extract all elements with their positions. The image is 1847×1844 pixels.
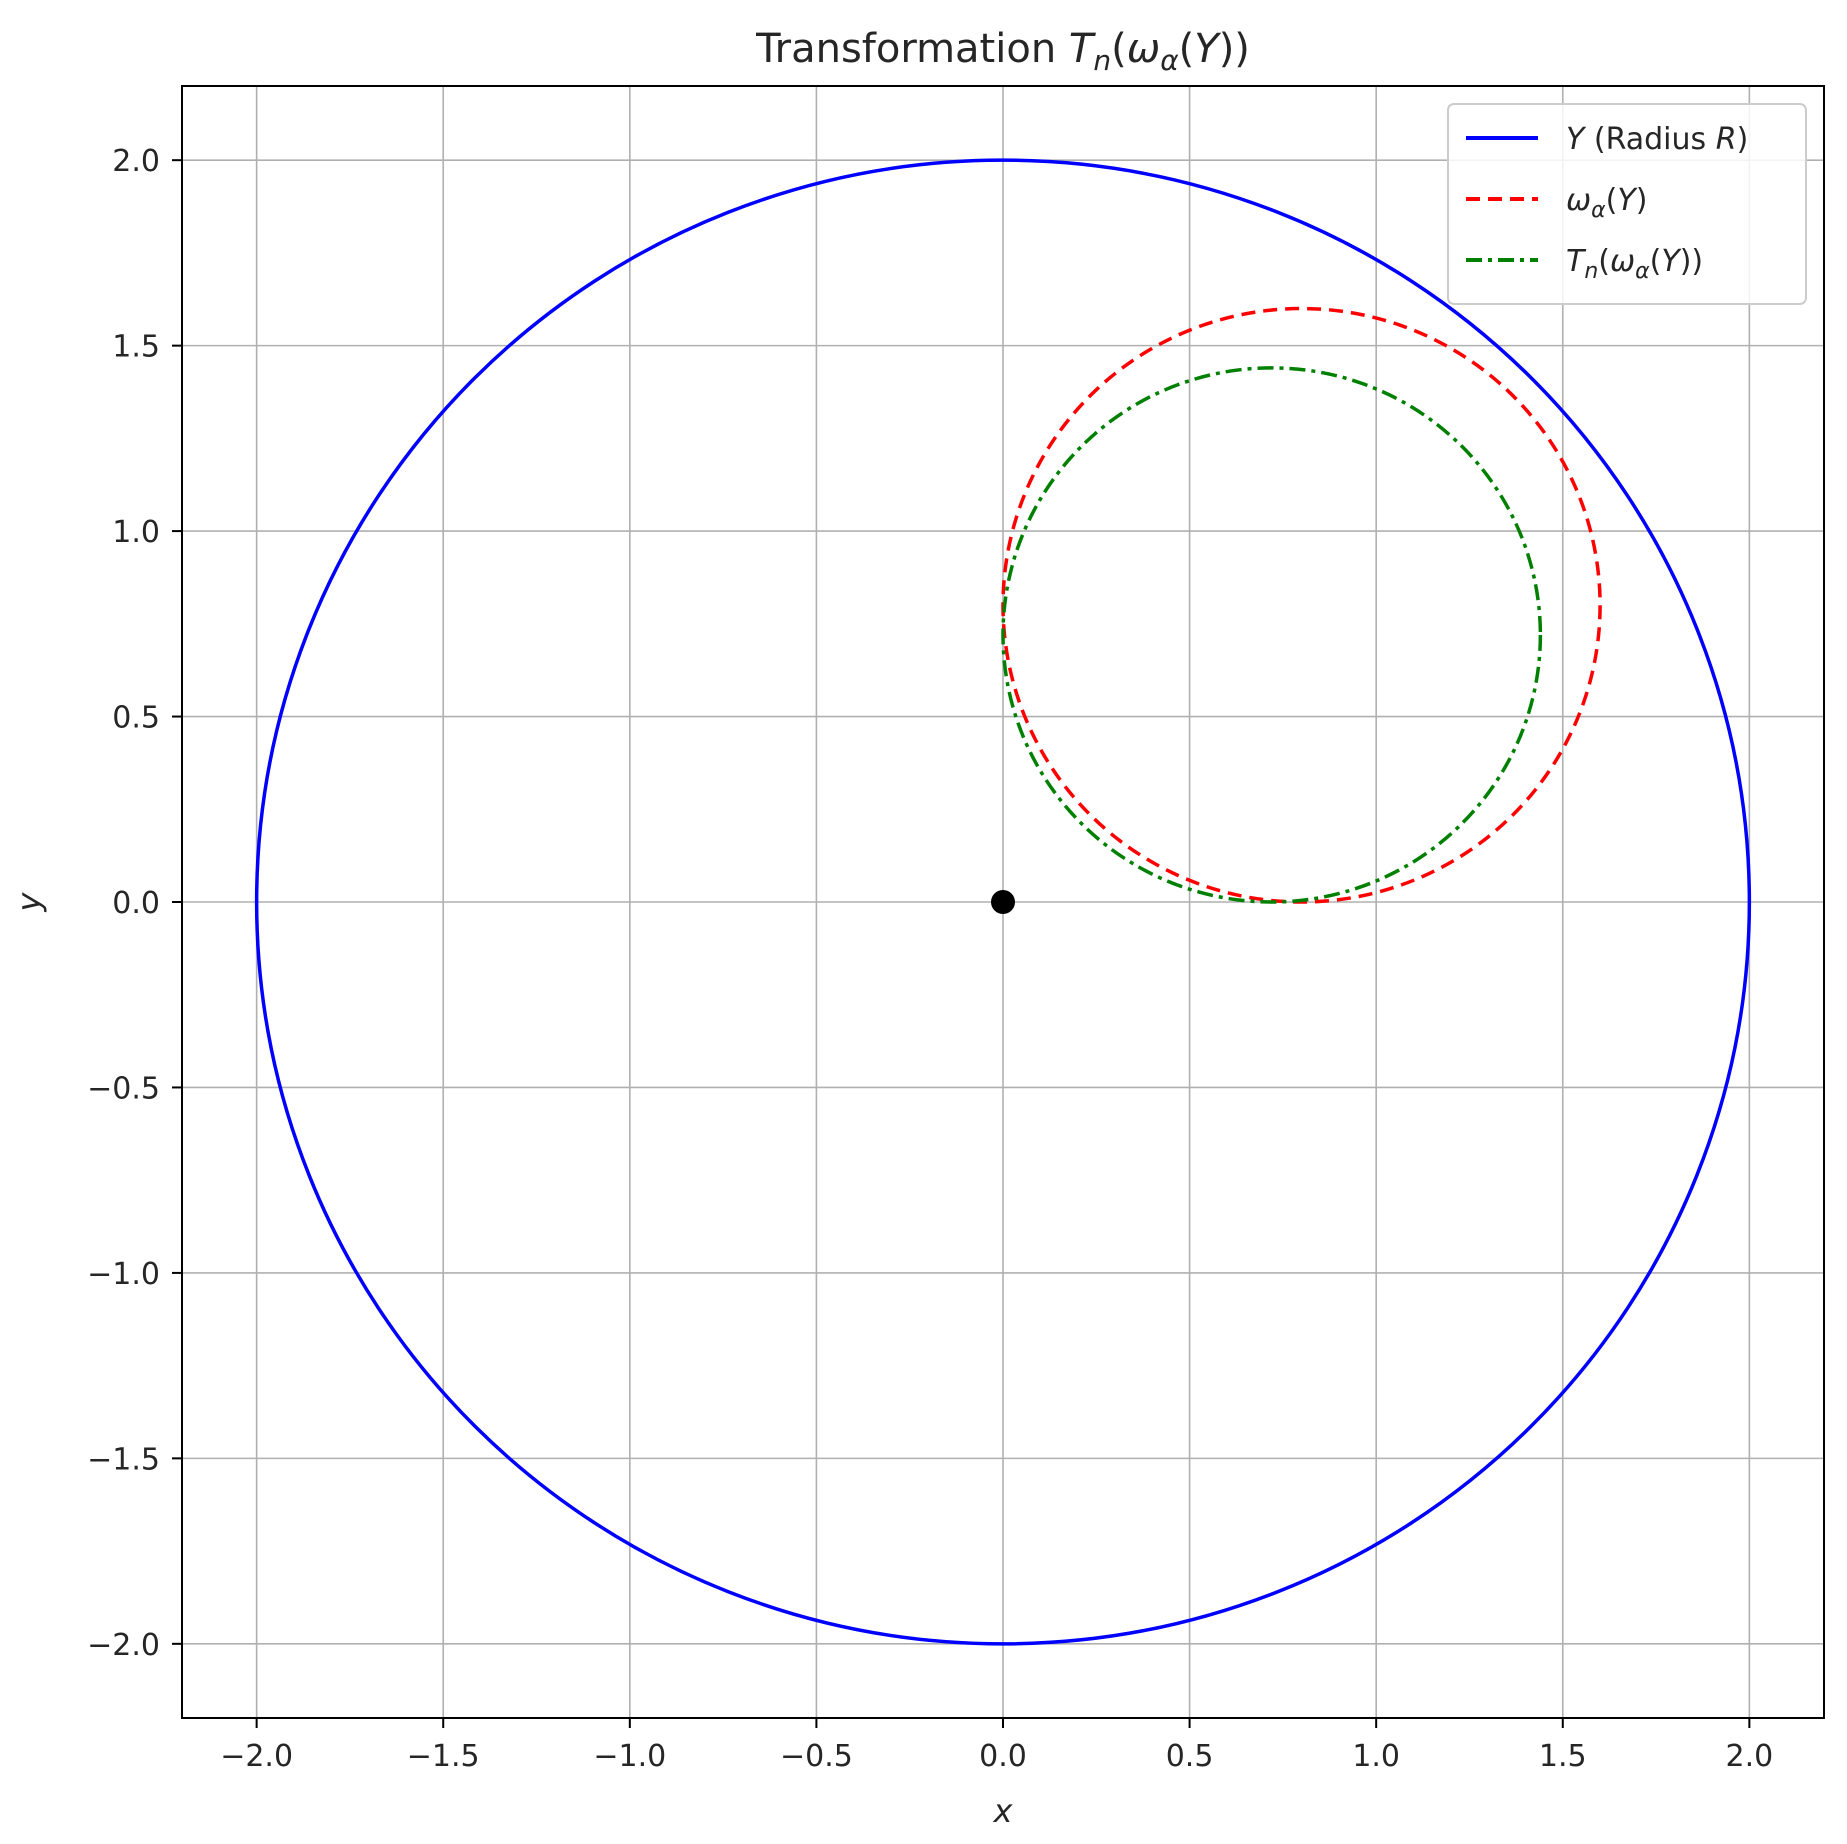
legend-box: [1447, 103, 1807, 305]
y-tick-label-neg-0-5: −0.5: [87, 1071, 160, 1106]
series-tn-circle: [1001, 366, 1543, 904]
x-ticks: −2.0 −1.5 −1.0 −0.5 0.0 0.5 1.0 1.5 2.0: [220, 1718, 1773, 1774]
x-tick-label-0-5: 0.5: [1166, 1739, 1214, 1774]
legend-label-omega: ωα(Y): [1566, 183, 1647, 223]
y-axis-label: y: [10, 891, 48, 912]
y-tick-label-0: 0.0: [112, 886, 160, 921]
y-tick-label-neg-2: −2.0: [87, 1628, 160, 1663]
points: [991, 890, 1015, 914]
y-tick-label-1: 1.0: [112, 515, 160, 550]
y-tick-label-2: 2.0: [112, 144, 160, 179]
y-ticks: −2.0 −1.5 −1.0 −0.5 0.0 0.5 1.0 1.5 2.0: [87, 144, 182, 1663]
legend-label-y: Y (Radius R): [1566, 122, 1748, 157]
legend-label-tn: Tn(ωα(Y)): [1566, 244, 1703, 284]
x-axis-label: x: [993, 1792, 1014, 1830]
origin-point-0: [991, 890, 1015, 914]
x-tick-label-1: 1.0: [1352, 1739, 1400, 1774]
y-tick-label-1-5: 1.5: [112, 330, 160, 365]
x-tick-label-neg-2: −2.0: [220, 1739, 293, 1774]
x-tick-label-neg-0-5: −0.5: [780, 1739, 853, 1774]
legend: Y (Radius R) ωα(Y) Tn(ωα(Y)): [1447, 103, 1807, 305]
y-tick-label-neg-1: −1.0: [87, 1257, 160, 1292]
x-tick-label-neg-1-5: −1.5: [407, 1739, 480, 1774]
y-tick-label-neg-1-5: −1.5: [87, 1442, 160, 1477]
x-tick-label-1-5: 1.5: [1539, 1739, 1587, 1774]
x-tick-label-2: 2.0: [1726, 1739, 1774, 1774]
chart-title: Transformation Tn(ωα(Y)): [755, 26, 1250, 77]
x-tick-label-neg-1: −1.0: [593, 1739, 666, 1774]
y-tick-label-0-5: 0.5: [112, 701, 160, 736]
series-y-circle: [254, 158, 1752, 1646]
series-curves: [254, 158, 1752, 1646]
x-tick-label-0: 0.0: [979, 1739, 1027, 1774]
